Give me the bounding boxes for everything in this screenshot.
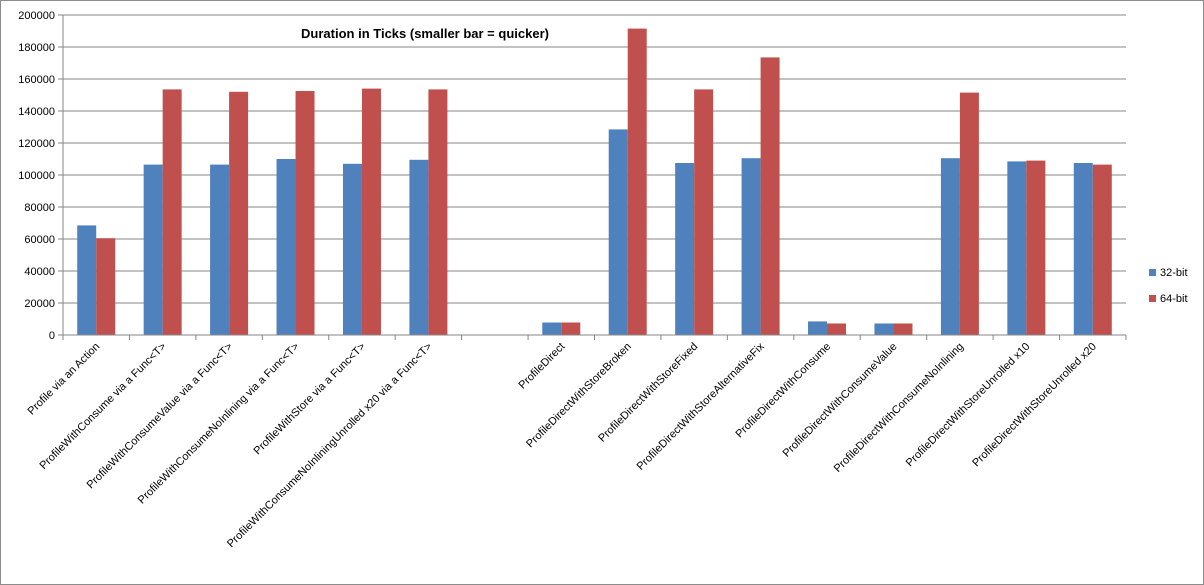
x-tick-label: ProfileWithStore via a Func<T> xyxy=(252,341,369,458)
bar-64-bit xyxy=(428,89,448,336)
x-tick-label: ProfileDirectWithStoreUnrolled x10 xyxy=(904,341,1033,470)
bars xyxy=(77,28,1112,336)
bar-64-bit xyxy=(96,238,116,335)
y-tick-label: 200000 xyxy=(18,10,55,22)
x-tick-label: ProfileWithConsume via a Func<T> xyxy=(38,341,169,472)
y-tick-labels: 0 20000 40000 60000 80000 100000 120000 140000 1… xyxy=(18,10,55,342)
bar-32-bit xyxy=(741,158,761,335)
bar-64-bit xyxy=(827,323,847,335)
bar-32-bit xyxy=(808,321,828,335)
y-tick-label: 160000 xyxy=(18,74,55,86)
bar-32-bit xyxy=(542,322,562,335)
bar-64-bit xyxy=(959,92,979,335)
bar-64-bit xyxy=(694,89,714,336)
x-tick-label: Profile via an Action xyxy=(26,341,103,418)
legend-swatch-32-bit xyxy=(1149,269,1156,276)
bar-32-bit xyxy=(342,163,362,335)
bar-64-bit xyxy=(295,91,315,335)
x-tick-label: ProfileDirect xyxy=(517,341,568,392)
bar-64-bit xyxy=(1026,160,1046,335)
x-tick-label: ProfileDirectWithStoreAlternativeFix xyxy=(635,340,767,472)
legend: 32-bit 64-bit xyxy=(1149,267,1188,305)
bar-64-bit xyxy=(229,91,249,335)
y-tick-label: 100000 xyxy=(18,170,55,182)
bar-64-bit xyxy=(893,323,913,335)
x-tick-label: ProfileWithConsumeValue via a Func<T> xyxy=(85,341,236,492)
bar-64-bit xyxy=(627,28,647,335)
chart-title: Duration in Ticks (smaller bar = quicker… xyxy=(301,26,549,41)
axes xyxy=(62,15,1127,340)
y-tick-label: 40000 xyxy=(24,266,55,278)
bar-32-bit xyxy=(940,158,960,335)
bar-32-bit xyxy=(1073,163,1093,335)
x-tick-labels: Profile via an ActionProfileWithConsume … xyxy=(26,340,1099,550)
y-tick-label: 140000 xyxy=(18,106,55,118)
bar-32-bit xyxy=(77,225,97,335)
y-tick-label: 0 xyxy=(49,330,55,342)
bar-64-bit xyxy=(561,322,581,335)
bar-32-bit xyxy=(276,159,296,335)
legend-label: 32-bit xyxy=(1160,267,1188,279)
legend-label: 64-bit xyxy=(1160,293,1188,305)
bar-32-bit xyxy=(1007,161,1027,335)
bar-32-bit xyxy=(409,159,429,335)
bar-32-bit xyxy=(210,164,230,335)
bar-32-bit xyxy=(608,129,628,335)
bar-64-bit xyxy=(760,57,780,336)
bar-32-bit xyxy=(874,323,894,335)
bar-32-bit xyxy=(143,164,163,335)
y-tick-label: 180000 xyxy=(18,42,55,54)
bar-64-bit xyxy=(1092,164,1112,335)
x-tick-label: ProfileDirectWithConsumeValue xyxy=(781,341,900,460)
y-tick-label: 80000 xyxy=(24,202,55,214)
x-tick-label: ProfileDirectWithConsumeNoInlining xyxy=(832,341,966,475)
y-tick-label: 120000 xyxy=(18,138,55,150)
x-tick-label: ProfileDirectWithStoreBroken xyxy=(524,341,634,451)
y-tick-label: 60000 xyxy=(24,234,55,246)
y-tick-label: 20000 xyxy=(24,298,55,310)
bar-32-bit xyxy=(675,163,695,335)
legend-swatch-64-bit xyxy=(1149,295,1156,302)
x-tick-label: ProfileDirectWithStoreUnrolled x20 xyxy=(970,341,1099,470)
bar-64-bit xyxy=(162,89,182,336)
bar-64-bit xyxy=(361,88,381,335)
